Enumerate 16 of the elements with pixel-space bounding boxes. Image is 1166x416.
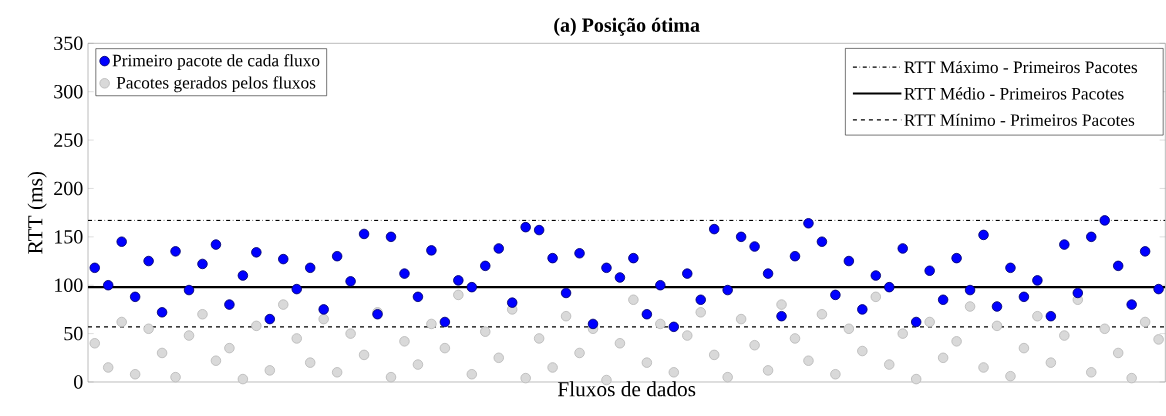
chart-title: (a) Posição ótima bbox=[554, 17, 700, 36]
legend-label: RTT Máximo - Primeiros Pacotes bbox=[904, 60, 1138, 74]
y-axis-title: RTT (ms) bbox=[27, 171, 47, 254]
y-tick-label: 50 bbox=[64, 326, 83, 341]
y-tick-label: 250 bbox=[54, 133, 83, 147]
y-tick-label: 350 bbox=[54, 36, 83, 51]
y-tick-label: 300 bbox=[54, 84, 83, 99]
y-tick-label: 0 bbox=[74, 375, 83, 389]
x-axis-title: Fluxos de dados bbox=[557, 381, 696, 397]
y-tick-label: 200 bbox=[54, 181, 83, 196]
legend-label: RTT Mínimo - Primeiros Pacotes bbox=[904, 113, 1135, 126]
legend-label: RTT Médio - Primeiros Pacotes bbox=[904, 87, 1124, 100]
legend-label: Primeiro pacote de cada fluxo bbox=[112, 54, 320, 70]
legend-label: Pacotes gerados pelos fluxos bbox=[116, 76, 316, 93]
y-tick-label: 100 bbox=[55, 278, 83, 292]
y-tick-label: 150 bbox=[55, 230, 83, 244]
